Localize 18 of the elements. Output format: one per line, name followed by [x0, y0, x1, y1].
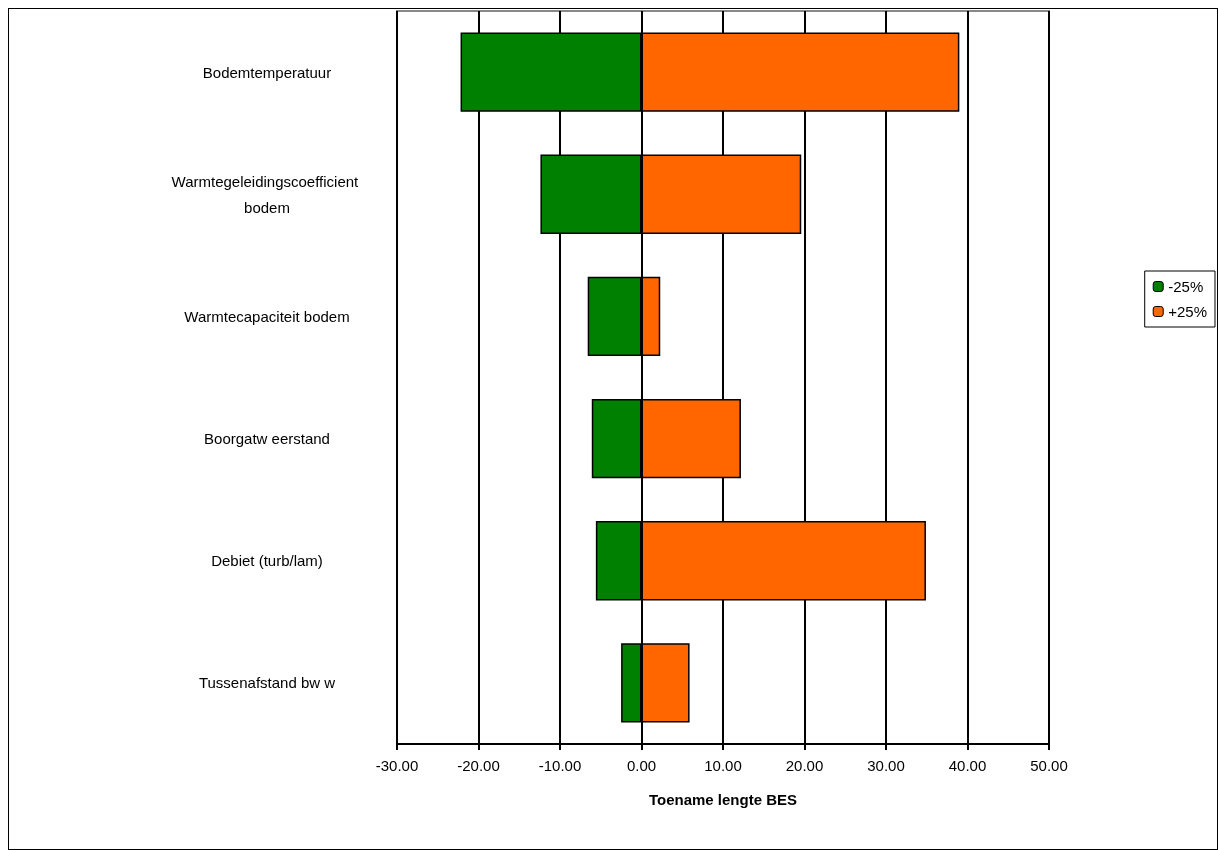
y-tick-label: Warmtegeleidingscoefficient bodem — [171, 172, 363, 216]
legend-label: +25% — [1168, 303, 1208, 320]
x-axis-title: Toename lengte BES — [648, 791, 798, 808]
legend-label: -25% — [1168, 278, 1204, 295]
x-tick-label: 10.00 — [704, 757, 742, 774]
y-tick-label: Warmtecapaciteit bodem — [184, 307, 350, 325]
x-tick-label: 50.00 — [1030, 757, 1068, 774]
y-tick-label: Debiet (turb/lam) — [211, 552, 323, 570]
y-tick-label: Tussenafstand bw w — [198, 674, 336, 692]
x-tick-label: -20.00 — [457, 757, 500, 774]
y-tick-label: Boorgatw eerstand — [204, 430, 330, 448]
x-tick-label: 40.00 — [948, 757, 987, 774]
y-tick-label: Bodemtemperatuur — [202, 63, 332, 81]
x-tick-label: 30.00 — [867, 757, 905, 774]
x-tick-label: 0.00 — [626, 757, 657, 774]
x-tick-label: 20.00 — [785, 757, 824, 774]
x-tick-label: -30.00 — [375, 757, 419, 774]
x-tick-label: -10.00 — [538, 757, 582, 774]
